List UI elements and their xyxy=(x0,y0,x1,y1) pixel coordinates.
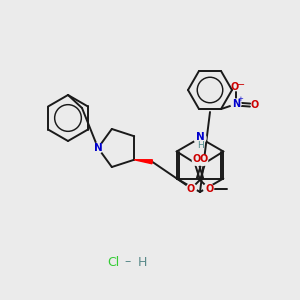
Text: O: O xyxy=(186,184,194,194)
Text: O: O xyxy=(200,154,208,164)
Text: O: O xyxy=(251,100,259,110)
Circle shape xyxy=(186,184,197,194)
Polygon shape xyxy=(134,160,152,164)
Circle shape xyxy=(198,155,208,166)
Circle shape xyxy=(231,99,241,109)
Text: O: O xyxy=(231,82,239,92)
Circle shape xyxy=(192,155,203,166)
Circle shape xyxy=(93,143,103,153)
Text: Cl: Cl xyxy=(108,256,120,268)
Text: N: N xyxy=(94,143,102,153)
Circle shape xyxy=(204,184,214,194)
Text: H: H xyxy=(138,256,147,268)
Text: −: − xyxy=(237,80,245,90)
Text: N: N xyxy=(196,132,204,142)
Text: N: N xyxy=(232,99,240,109)
Text: O: O xyxy=(206,184,214,194)
Text: O: O xyxy=(192,154,200,164)
Text: H: H xyxy=(196,142,203,151)
Text: +: + xyxy=(237,96,243,102)
Text: –: – xyxy=(125,256,131,268)
Circle shape xyxy=(194,132,206,144)
